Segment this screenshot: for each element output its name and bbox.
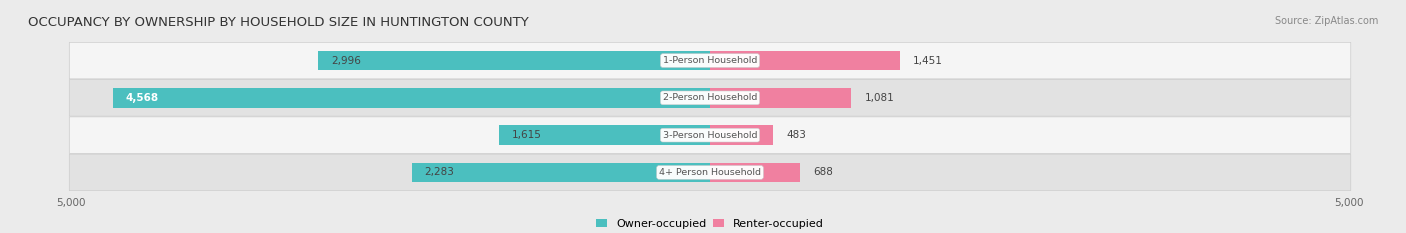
Text: 2,283: 2,283 — [425, 168, 454, 177]
Bar — [412, 163, 710, 182]
Text: 5,000: 5,000 — [1334, 198, 1364, 208]
Text: 688: 688 — [813, 168, 832, 177]
Text: 3-Person Household: 3-Person Household — [662, 131, 758, 140]
Text: 5,000: 5,000 — [56, 198, 86, 208]
Text: OCCUPANCY BY OWNERSHIP BY HOUSEHOLD SIZE IN HUNTINGTON COUNTY: OCCUPANCY BY OWNERSHIP BY HOUSEHOLD SIZE… — [28, 16, 529, 29]
FancyBboxPatch shape — [69, 42, 1351, 79]
Bar — [710, 51, 900, 70]
Text: 2,996: 2,996 — [332, 56, 361, 65]
Text: 4+ Person Household: 4+ Person Household — [659, 168, 761, 177]
Bar — [710, 163, 800, 182]
Text: 2-Person Household: 2-Person Household — [662, 93, 758, 102]
Bar — [499, 125, 710, 145]
Text: 1,615: 1,615 — [512, 130, 541, 140]
Text: 1,451: 1,451 — [912, 56, 942, 65]
Legend: Owner-occupied, Renter-occupied: Owner-occupied, Renter-occupied — [592, 214, 828, 233]
Text: 4,568: 4,568 — [125, 93, 159, 103]
Bar — [710, 88, 852, 108]
Text: 483: 483 — [786, 130, 806, 140]
Bar — [318, 51, 710, 70]
Text: 1-Person Household: 1-Person Household — [662, 56, 758, 65]
Text: 1,081: 1,081 — [865, 93, 894, 103]
Text: Source: ZipAtlas.com: Source: ZipAtlas.com — [1274, 16, 1378, 26]
FancyBboxPatch shape — [69, 117, 1351, 153]
Bar — [112, 88, 710, 108]
Bar — [710, 125, 773, 145]
FancyBboxPatch shape — [69, 80, 1351, 116]
FancyBboxPatch shape — [69, 154, 1351, 191]
